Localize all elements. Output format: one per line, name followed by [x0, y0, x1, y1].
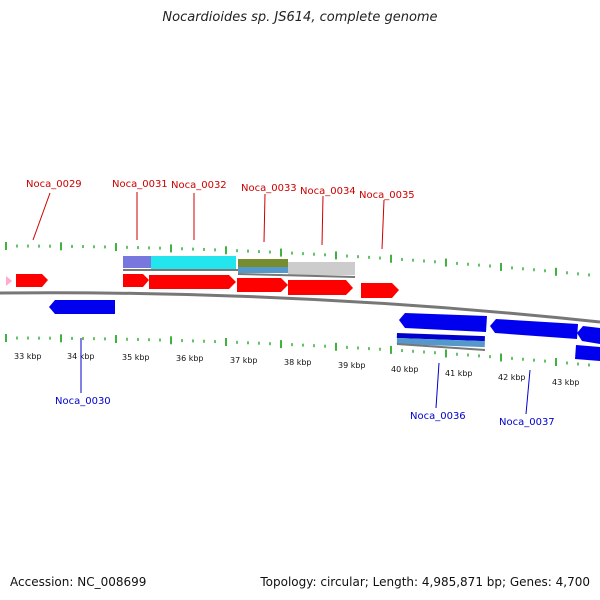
leader-line-noca-0036	[435, 362, 440, 409]
gene-arrow-noca-0035[interactable]	[361, 283, 399, 298]
position-label-41kbp: 41 kbp	[445, 369, 473, 378]
gene-arrow-noca-0029[interactable]	[16, 274, 48, 287]
feature-domain-gray	[288, 262, 355, 275]
gene-label-noca-0037[interactable]: Noca_0037	[499, 417, 555, 428]
feature-underline	[237, 273, 356, 278]
position-label-36kbp: 36 kbp	[176, 354, 204, 363]
feature-domain-steelblue-2	[396, 338, 485, 348]
gene-arrow-noca-0037[interactable]	[490, 319, 578, 339]
position-label-40kbp: 40 kbp	[391, 365, 419, 374]
map-title: Nocardioides sp. JS614, complete genome	[162, 10, 438, 25]
feature-domain-blue	[396, 333, 485, 342]
position-label-37kbp: 37 kbp	[230, 356, 258, 365]
position-label-42kbp: 42 kbp	[498, 373, 526, 382]
gene-arrow-noca-0034[interactable]	[288, 280, 353, 295]
gene-label-noca-0030[interactable]: Noca_0030	[55, 396, 111, 407]
gene-arrow-noca-0032[interactable]	[149, 275, 236, 289]
position-label-33kbp: 33 kbp	[14, 352, 42, 361]
gene-label-noca-0031[interactable]: Noca_0031	[112, 179, 168, 190]
accession-text: Accession: NC_008699	[10, 575, 147, 589]
leader-line-noca-0037	[525, 369, 531, 415]
position-label-38kbp: 38 kbp	[284, 358, 312, 367]
gene-label-noca-0032[interactable]: Noca_0032	[171, 180, 227, 191]
feature-marker-pink	[6, 276, 12, 286]
gene-arrow-edge[interactable]	[575, 345, 600, 361]
feature-domain-cyan	[151, 256, 236, 270]
gene-arrow-noca-0030[interactable]	[49, 300, 115, 314]
gene-label-noca-0035[interactable]: Noca_0035	[359, 190, 415, 201]
leader-line-noca-0033	[263, 193, 266, 243]
genome-backbone	[0, 291, 600, 324]
feature-underline	[396, 343, 486, 351]
position-label-43kbp: 43 kbp	[552, 378, 580, 387]
gene-label-noca-0033[interactable]: Noca_0033	[241, 183, 297, 194]
leader-line-noca-0034	[321, 195, 324, 246]
gene-arrow-noca-0036[interactable]	[399, 313, 487, 332]
feature-domain-olive	[238, 259, 288, 267]
feature-domain-steelblue	[238, 267, 288, 273]
gene-label-noca-0036[interactable]: Noca_0036	[410, 411, 466, 422]
gene-arrow-next[interactable]	[577, 326, 600, 344]
tick-row-inner	[5, 334, 590, 367]
feature-domain-purple	[123, 256, 151, 268]
leader-line-noca-0035	[381, 199, 385, 250]
gene-arrow-noca-0031[interactable]	[123, 274, 149, 287]
gene-label-noca-0029[interactable]: Noca_0029	[26, 179, 82, 190]
leader-line-noca-0029	[32, 192, 51, 241]
gene-label-noca-0034[interactable]: Noca_0034	[300, 186, 356, 197]
topology-text: Topology: circular; Length: 4,985,871 bp…	[260, 575, 590, 589]
position-label-35kbp: 35 kbp	[122, 353, 150, 362]
gene-arrow-noca-0033[interactable]	[237, 278, 288, 292]
position-label-39kbp: 39 kbp	[338, 361, 366, 370]
tick-row-outer	[5, 242, 590, 277]
